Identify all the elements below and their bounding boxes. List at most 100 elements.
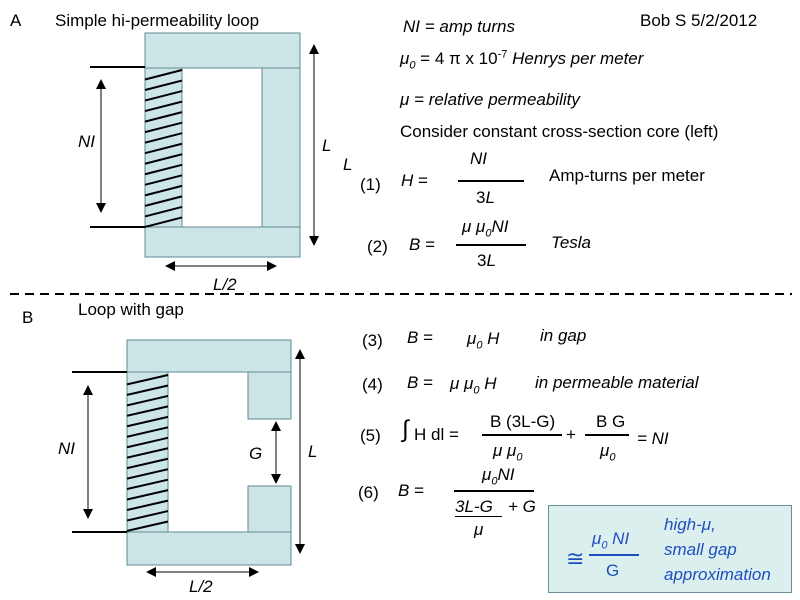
eq5-term2-bar — [585, 434, 629, 436]
coil-a-turn — [144, 111, 183, 123]
coil-b-turn — [126, 478, 169, 491]
eq4-number: (4) — [362, 375, 383, 394]
coil-b-turn — [126, 447, 169, 459]
eq5-term2-numerator: B G — [596, 412, 626, 431]
core-a — [144, 32, 301, 258]
eq5-term1-numerator: B (3L-G) — [490, 412, 556, 431]
eq6-den-fraction-bar — [455, 516, 502, 517]
def-mu0: μ0 = 4 π x 10-7 Henrys per meter — [400, 48, 644, 72]
eq5-integral-sign: ∫ — [402, 416, 409, 443]
core-b-top-yoke — [126, 339, 292, 373]
section-b-letter: B — [22, 308, 34, 327]
core-a-top-yoke — [144, 32, 301, 69]
coil-b-turn — [126, 457, 169, 470]
eq3-note: in gap — [540, 326, 587, 345]
coil-a-turn — [144, 132, 183, 144]
section-b-title: Loop with gap — [78, 300, 184, 319]
section-a-ni-label: NI — [78, 132, 95, 151]
eq5-term2-denominator: μ0 — [600, 441, 616, 464]
eq5-number: (5) — [360, 426, 381, 445]
coil-b-turn — [126, 468, 169, 480]
coil-b-turn — [126, 374, 169, 386]
core-b-right-lower-leg — [247, 485, 292, 533]
eq2-unit: Tesla — [551, 233, 592, 252]
section-a-letter: A — [10, 11, 22, 30]
eq2-lhs: B = — [409, 235, 435, 254]
author-date: Bob S 5/2/2012 — [640, 11, 758, 30]
core-b — [126, 339, 292, 566]
eq5-plus: + — [566, 425, 576, 444]
coil-a-turn — [144, 142, 183, 155]
eq2-numerator: μ μ0NI — [462, 217, 509, 240]
section-b-l-label: L — [308, 442, 318, 461]
coil-a-turn — [144, 184, 183, 197]
section-b-g-label: G — [249, 444, 263, 463]
approx-fraction-bar — [589, 554, 639, 556]
section-a-title: Simple hi-permeability loop — [55, 11, 260, 30]
coil-b-turn — [126, 499, 169, 511]
coil-b-turn — [126, 394, 169, 407]
eq6-number: (6) — [358, 483, 379, 502]
def-mu: μ = relative permeability — [400, 90, 580, 109]
coil-a-turn — [144, 121, 183, 134]
section-b-ni-label: NI — [58, 439, 75, 458]
eq4-lhs: B = — [407, 373, 433, 392]
section-a-l-label: L — [322, 136, 332, 155]
eq3-rhs: μ0 H — [467, 329, 500, 352]
eq2-fraction-bar — [456, 244, 526, 246]
eq6-numerator: μ0NI — [482, 465, 515, 488]
eq6-lhs: B = — [398, 481, 424, 500]
coil-b-turn — [126, 520, 169, 532]
core-a-bottom-yoke — [144, 226, 301, 258]
eq6-den-fraction-denominator: μ — [474, 520, 484, 539]
eq6-den-fraction-numerator: 3L-G — [455, 497, 493, 516]
coil-a-turn — [144, 100, 183, 113]
eq1-denominator: 3L — [476, 188, 495, 207]
eq1-lhs: H = — [401, 171, 428, 190]
winding-a — [90, 66, 183, 228]
coil-a-turn — [144, 216, 183, 228]
approximation-box — [548, 505, 792, 593]
eq2-denominator: 3L — [477, 251, 496, 270]
coil-b-turn — [126, 510, 169, 522]
eq6-main-bar — [454, 490, 534, 492]
coil-a-turn — [144, 79, 183, 91]
coil-b-turn — [126, 415, 169, 428]
coil-a-turn — [144, 174, 183, 186]
eq3-number: (3) — [362, 331, 383, 350]
eq3-lhs: B = — [407, 328, 433, 347]
section-a-l-label-2: L — [343, 155, 353, 174]
coil-b-turn — [126, 384, 169, 396]
approx-note-line2: small gap — [664, 540, 737, 559]
coil-a-turn — [144, 195, 183, 207]
eq5-term1-denominator: μ μ0 — [493, 441, 523, 464]
eq5-term1-bar — [482, 434, 562, 436]
eq1-fraction-bar — [458, 180, 524, 182]
core-a-right-leg — [261, 67, 301, 228]
winding-b — [72, 371, 169, 533]
coil-a-turn — [144, 163, 183, 176]
approx-numerator: μ0 NI — [592, 529, 630, 552]
consider-note: Consider constant cross-section core (le… — [400, 122, 719, 141]
approx-note-line1: high-μ, — [664, 515, 716, 534]
section-b-half-l-label: L/2 — [189, 577, 213, 596]
section-a-half-l-label: L/2 — [213, 275, 237, 294]
eq1-numerator: NI — [470, 149, 487, 168]
coil-a-turn — [144, 69, 183, 81]
approx-symbol: ≅ — [566, 546, 585, 571]
approx-denominator: G — [606, 561, 620, 580]
coil-b-turn — [126, 405, 169, 417]
eq6-den-plus-g: + G — [508, 497, 536, 516]
coil-b-turn — [126, 426, 169, 438]
coil-a-turn — [144, 90, 183, 102]
coil-b-turn — [126, 489, 169, 501]
coil-a-turn — [144, 205, 183, 218]
eq4-rhs: μ μ0 H — [450, 374, 497, 397]
eq4-note: in permeable material — [535, 373, 699, 392]
eq5-lhs: H dl = — [414, 425, 459, 444]
core-b-bottom-yoke — [126, 531, 292, 566]
core-b-right-upper-leg — [247, 371, 292, 420]
coil-a-turn — [144, 153, 183, 165]
